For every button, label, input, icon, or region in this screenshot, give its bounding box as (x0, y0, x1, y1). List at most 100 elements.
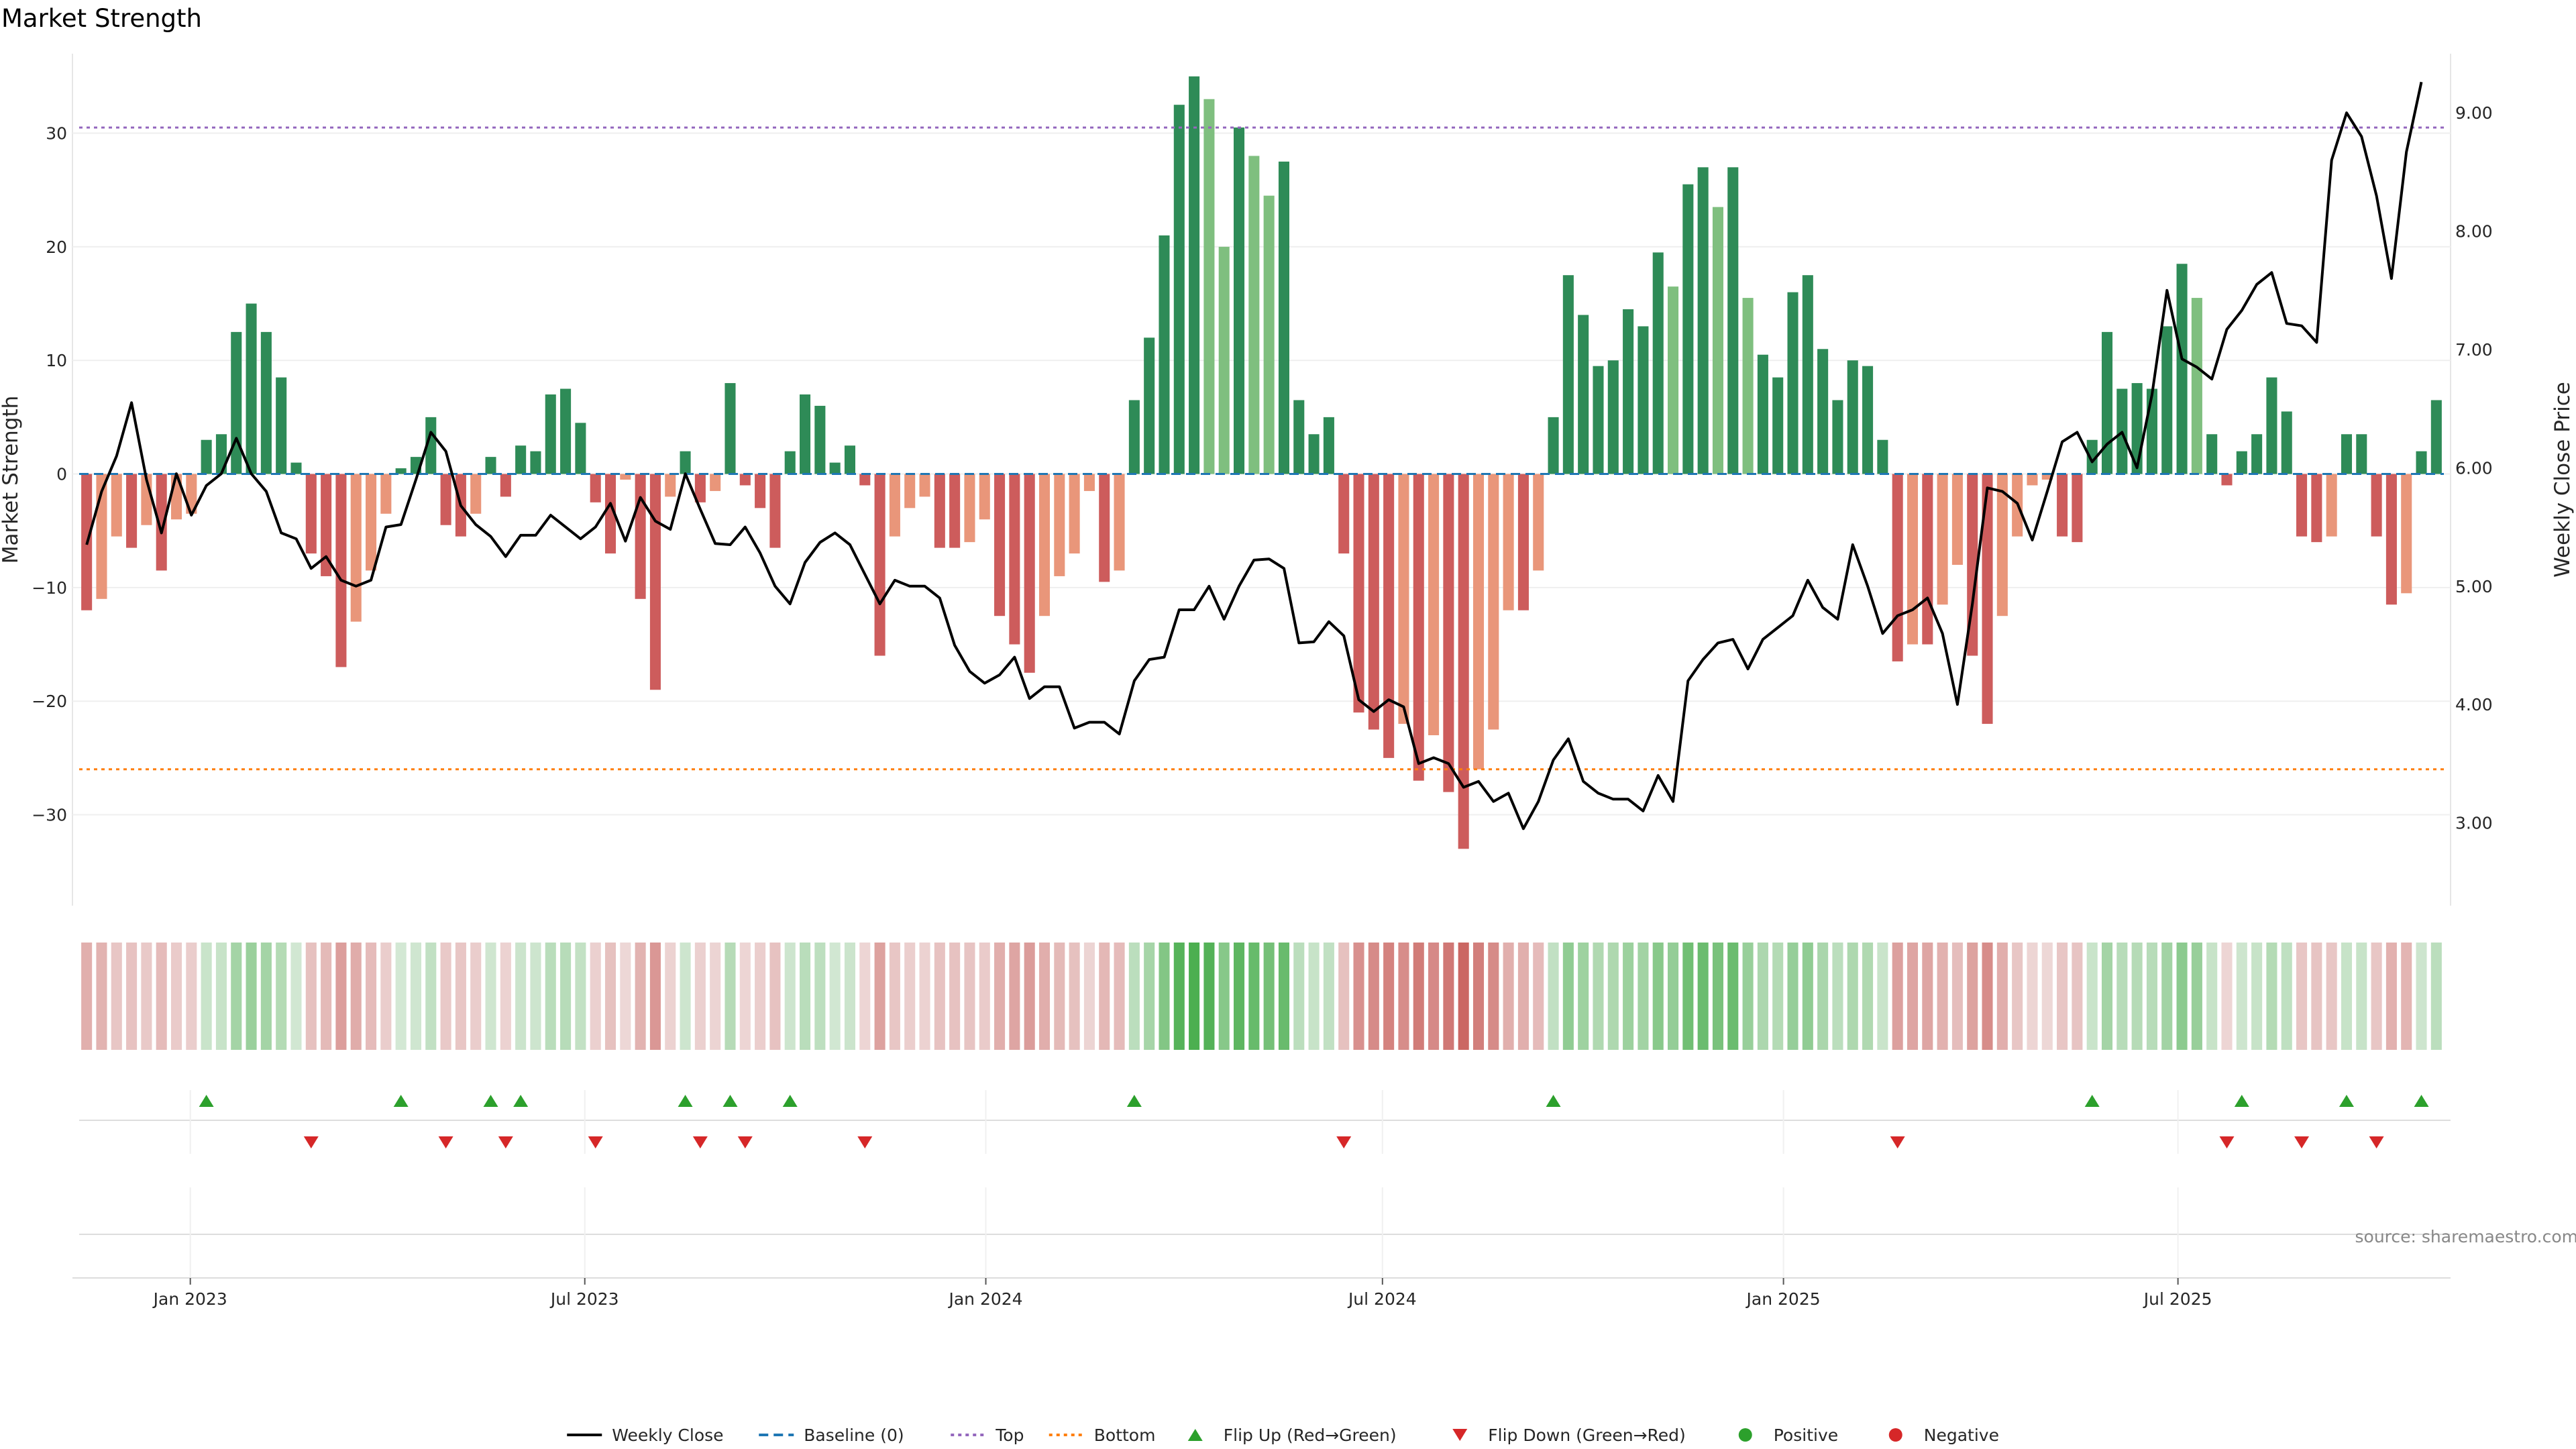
heat-cell (1488, 943, 1499, 1050)
strength-bar (380, 474, 392, 514)
heat-cell (231, 943, 242, 1050)
heat-cell (844, 943, 856, 1050)
heat-cell (1682, 943, 1694, 1050)
strength-bar (290, 462, 302, 474)
strength-bar (1667, 286, 1679, 474)
heat-cell (2057, 943, 2068, 1050)
heat-cell (2161, 943, 2173, 1050)
heat-cell (1472, 943, 1485, 1050)
strength-bar (560, 388, 572, 474)
heat-cell (2206, 943, 2218, 1050)
strength-bar (635, 474, 646, 599)
flip-down-marker (2369, 1136, 2384, 1148)
strength-bar (1488, 474, 1499, 730)
strength-bar (2072, 474, 2083, 543)
heat-cell (1054, 943, 1065, 1050)
strength-bar (2311, 474, 2322, 543)
strength-panel: −30 −20 −10 0 10 20 30 3.00 4.00 5.00 6.00 7.00 8.0… (0, 54, 2575, 906)
legend-label: Positive (1774, 1426, 1838, 1445)
strength-bar (1398, 474, 1409, 724)
heat-cell (1877, 943, 1888, 1050)
heat-cell (1996, 943, 2008, 1050)
heat-cell (2012, 943, 2023, 1050)
heat-cell (934, 943, 945, 1050)
heat-cell (290, 943, 302, 1050)
strength-bar (1982, 474, 1993, 724)
heat-cell (694, 943, 706, 1050)
strength-bar (1742, 298, 1754, 474)
x-tick-label: Jul 2023 (549, 1289, 619, 1309)
heat-cell (889, 943, 900, 1050)
heat-cell (335, 943, 347, 1050)
strength-bar (1099, 474, 1110, 582)
flip-up-marker (678, 1095, 693, 1107)
strength-bar (2281, 411, 2292, 474)
strength-bar (2385, 474, 2397, 605)
heat-cell (1892, 943, 1903, 1050)
strength-bar (1353, 474, 1364, 713)
strength-bar (1517, 474, 1529, 610)
strength-bar (2356, 434, 2367, 474)
heat-cell (2385, 943, 2397, 1050)
heat-cell (1323, 943, 1334, 1050)
strength-bar (1173, 105, 1185, 474)
signal-panel: source: sharemaestro.com (72, 1227, 2576, 1279)
heat-cell (1817, 943, 1829, 1050)
y2-axis-label: Weekly Close Price (2551, 382, 2575, 578)
heat-cell (470, 943, 482, 1050)
heat-cell (366, 943, 377, 1050)
strength-bar (2430, 400, 2442, 474)
strength-bar (800, 394, 811, 474)
heat-cell (2191, 943, 2202, 1050)
heat-cell (156, 943, 167, 1050)
strength-bar (2416, 451, 2427, 474)
heat-cell (1293, 943, 1305, 1050)
strength-bar (500, 474, 511, 497)
strength-bar (1892, 474, 1903, 661)
strength-bar (1772, 377, 1784, 474)
heat-cell (874, 943, 885, 1050)
heat-cell (814, 943, 826, 1050)
heat-cell (1234, 943, 1245, 1050)
heat-cell (2326, 943, 2337, 1050)
y2-tick-label: 4.00 (2455, 695, 2493, 714)
heat-cell (680, 943, 691, 1050)
heat-cell (2281, 943, 2292, 1050)
heat-cell (530, 943, 541, 1050)
heat-cell (2131, 943, 2143, 1050)
heat-cell (1114, 943, 1125, 1050)
strength-heat-strip (81, 943, 2442, 1050)
heat-cell (919, 943, 930, 1050)
strength-bar (260, 331, 272, 474)
strength-bar (126, 474, 138, 548)
strength-bar (440, 474, 451, 525)
y-tick-label: 20 (46, 237, 67, 257)
strength-bar (2057, 474, 2068, 537)
heat-cell (1907, 943, 1919, 1050)
strength-bar (1069, 474, 1080, 554)
strength-bar (964, 474, 975, 543)
heat-cell (1083, 943, 1095, 1050)
flip-up-marker (2234, 1095, 2249, 1107)
y-tick-label: −20 (32, 692, 67, 711)
heat-cell (186, 943, 197, 1050)
strength-bar (1712, 207, 1723, 474)
strength-bar (111, 474, 122, 537)
legend-swatch (1888, 1428, 1902, 1442)
heat-cell (964, 943, 975, 1050)
heat-cell (485, 943, 496, 1050)
heat-cell (1652, 943, 1664, 1050)
weekly-close-path (85, 81, 2423, 830)
heat-cell (246, 943, 257, 1050)
flip-up-marker (199, 1095, 214, 1107)
legend-label: Top (995, 1426, 1024, 1445)
heat-cell (2041, 943, 2053, 1050)
heat-cell (710, 943, 721, 1050)
strength-bar (1578, 315, 1589, 474)
y2-tick-labels: 3.00 4.00 5.00 6.00 7.00 8.00 9.00 (2455, 103, 2493, 833)
strength-bar (1787, 292, 1799, 474)
strength-bar (1638, 326, 1649, 474)
heat-cell (1024, 943, 1035, 1050)
strength-bar (1144, 337, 1155, 474)
heat-cell (2371, 943, 2382, 1050)
